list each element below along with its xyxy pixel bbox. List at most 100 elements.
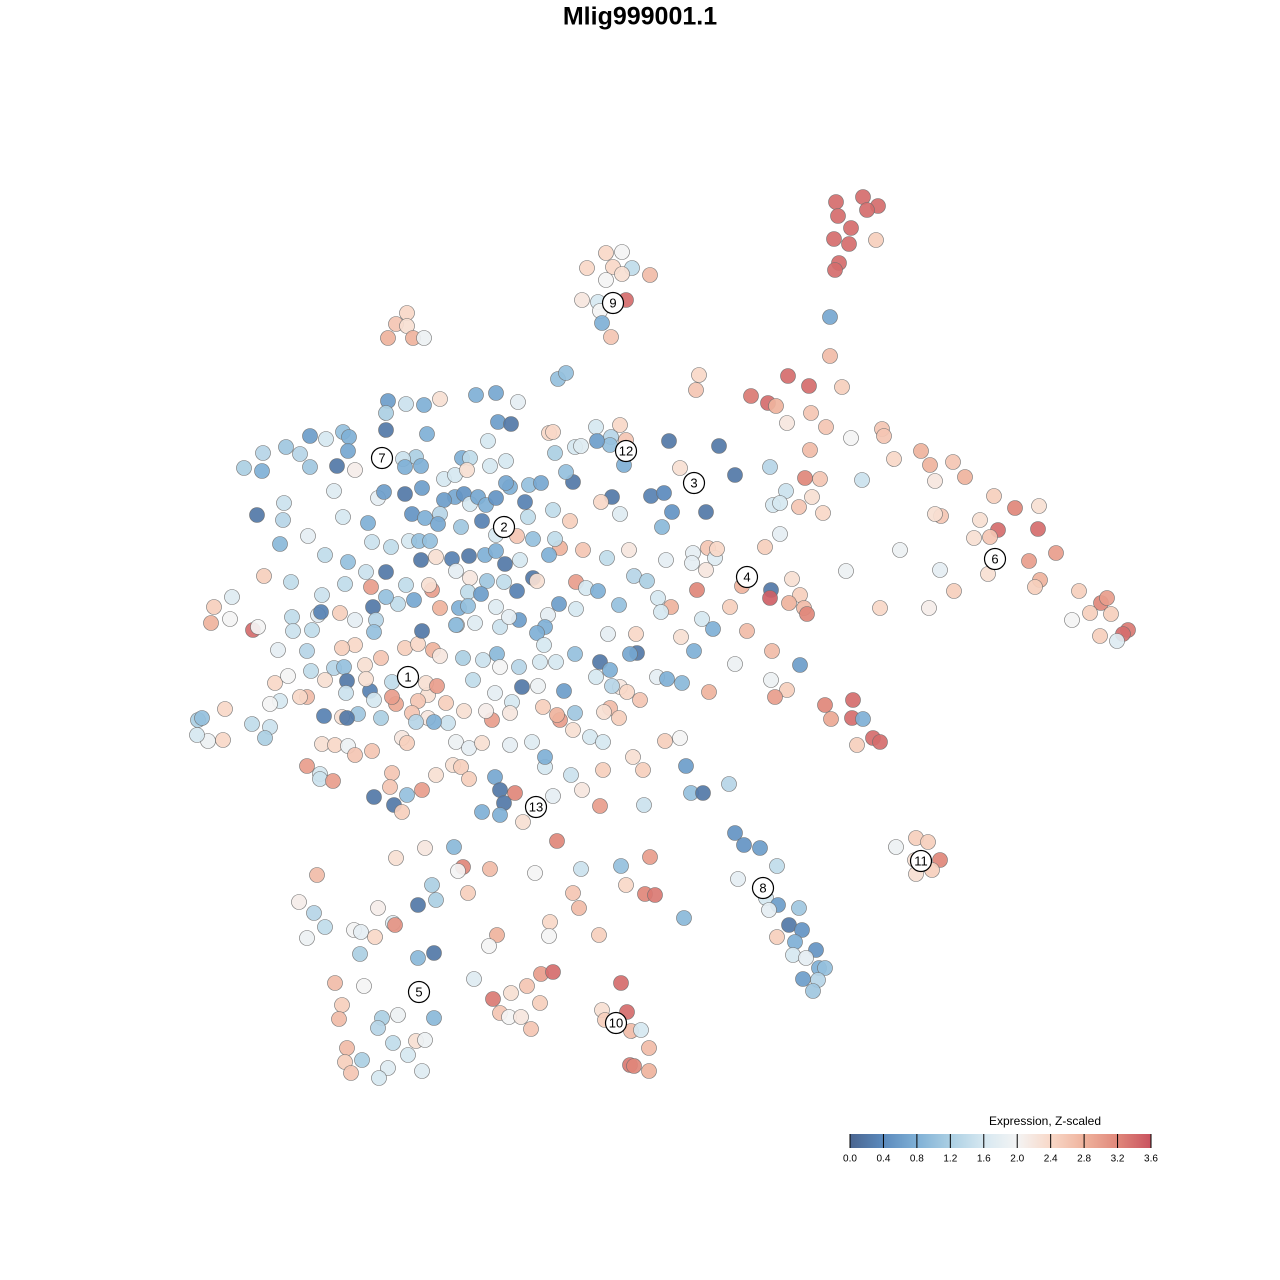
point (838, 563, 854, 579)
point (1021, 553, 1037, 569)
point (688, 382, 704, 398)
colorbar-tick-label: 2.8 (1077, 1154, 1091, 1165)
point (558, 464, 574, 480)
point (826, 231, 842, 247)
point (272, 536, 288, 552)
point (532, 654, 548, 670)
point (602, 662, 618, 678)
point (525, 531, 541, 547)
point (701, 684, 717, 700)
point (380, 330, 396, 346)
point (532, 995, 548, 1011)
point (448, 563, 464, 579)
point (488, 599, 504, 615)
point (292, 689, 308, 705)
point (378, 422, 394, 438)
point (779, 682, 795, 698)
cluster-marker (682, 471, 706, 495)
point (1007, 500, 1023, 516)
point (558, 365, 574, 381)
point (828, 194, 844, 210)
point (588, 419, 604, 435)
point (222, 611, 238, 627)
point (512, 552, 528, 568)
point (927, 506, 943, 522)
point (502, 705, 518, 721)
point (556, 683, 572, 699)
point (189, 727, 205, 743)
point (280, 668, 296, 684)
point (598, 245, 614, 261)
point (340, 554, 356, 570)
point (698, 504, 714, 520)
point (326, 483, 342, 499)
colorbar-tick-label: 0.8 (910, 1154, 924, 1165)
point (599, 550, 615, 566)
point (385, 1035, 401, 1051)
point (461, 548, 477, 564)
point (473, 586, 489, 602)
point (752, 840, 768, 856)
point (812, 471, 828, 487)
point (966, 530, 982, 546)
point (194, 710, 210, 726)
point (565, 885, 581, 901)
cluster-marker (983, 547, 1007, 571)
point (613, 975, 629, 991)
point (761, 902, 777, 918)
point (267, 675, 283, 691)
colorbar-tick-label: 2.4 (1044, 1154, 1058, 1165)
point (347, 637, 363, 653)
point (698, 562, 714, 578)
point (647, 887, 663, 903)
point (335, 509, 351, 525)
point (496, 574, 512, 590)
point (727, 467, 743, 483)
point (798, 950, 814, 966)
point (611, 710, 627, 726)
point (661, 433, 677, 449)
point (366, 624, 382, 640)
cluster-label: 12 (619, 443, 633, 458)
point (492, 619, 508, 635)
point (417, 840, 433, 856)
point (276, 495, 292, 511)
point (872, 600, 888, 616)
point (399, 735, 415, 751)
point (400, 1047, 416, 1063)
point (573, 438, 589, 454)
point (421, 577, 437, 593)
point (551, 596, 567, 612)
point (567, 705, 583, 721)
point (367, 929, 383, 945)
point (779, 415, 795, 431)
point (743, 388, 759, 404)
point (843, 430, 859, 446)
point (817, 697, 833, 713)
point (628, 626, 644, 642)
point (373, 650, 389, 666)
point (876, 428, 892, 444)
point (217, 701, 233, 717)
point (382, 779, 398, 795)
point (888, 839, 904, 855)
cluster-marker (492, 515, 516, 539)
point (467, 615, 483, 631)
point (334, 997, 350, 1013)
point (595, 762, 611, 778)
point (436, 492, 452, 508)
point (432, 391, 448, 407)
point (390, 596, 406, 612)
point (394, 804, 410, 820)
point (594, 315, 610, 331)
point (730, 871, 746, 887)
point (519, 978, 535, 994)
point (410, 897, 426, 913)
point (492, 659, 508, 675)
colorbar-tick-label: 3.6 (1144, 1154, 1158, 1165)
point (854, 472, 870, 488)
point (694, 611, 710, 627)
point (339, 1040, 355, 1056)
cluster-label: 2 (500, 519, 507, 534)
point (574, 782, 590, 798)
